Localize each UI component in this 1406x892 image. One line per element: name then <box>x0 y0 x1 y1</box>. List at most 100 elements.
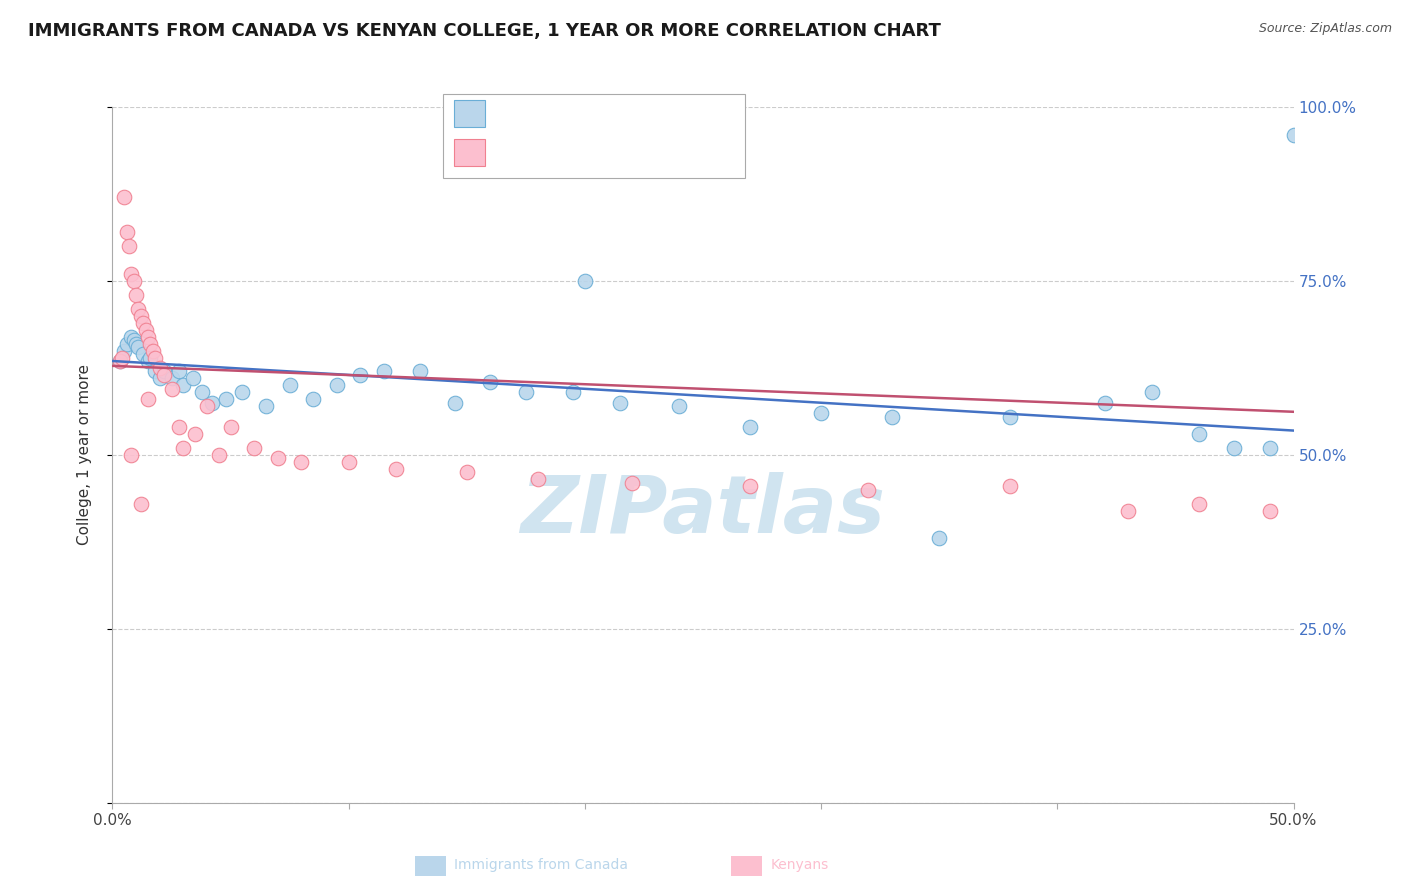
Point <box>195 399 218 413</box>
Point <box>115 225 138 239</box>
Point <box>408 364 430 378</box>
Point <box>998 409 1021 424</box>
Point <box>998 479 1021 493</box>
Point <box>143 364 166 378</box>
Point <box>122 274 145 288</box>
Point <box>172 441 194 455</box>
Point <box>243 441 266 455</box>
Point <box>574 274 596 288</box>
Point <box>127 340 149 354</box>
Point <box>1223 441 1246 455</box>
Point <box>125 288 148 302</box>
Point <box>444 396 467 410</box>
Point <box>337 455 360 469</box>
Point <box>153 364 176 378</box>
Point <box>219 420 242 434</box>
Point <box>515 385 537 400</box>
Text: N = 42: N = 42 <box>613 145 671 160</box>
Point <box>267 451 290 466</box>
Point <box>112 190 135 204</box>
Point <box>1258 441 1281 455</box>
Point <box>278 378 301 392</box>
Text: Kenyans: Kenyans <box>770 858 828 872</box>
Point <box>135 323 157 337</box>
Point <box>1094 396 1116 410</box>
Point <box>122 333 145 347</box>
Point <box>254 399 277 413</box>
Point <box>160 371 183 385</box>
Point <box>111 351 134 365</box>
Point <box>136 392 159 407</box>
Y-axis label: College, 1 year or more: College, 1 year or more <box>77 365 91 545</box>
Point <box>385 462 408 476</box>
Point <box>129 497 152 511</box>
Point <box>456 466 478 480</box>
Point <box>479 375 502 389</box>
Text: ZIPatlas: ZIPatlas <box>520 472 886 549</box>
Point <box>621 475 644 490</box>
Point <box>1188 497 1211 511</box>
Point <box>181 371 204 385</box>
Point <box>127 301 149 316</box>
Point <box>167 420 190 434</box>
Point <box>142 343 165 358</box>
Text: Immigrants from Canada: Immigrants from Canada <box>454 858 628 872</box>
Text: N = 46: N = 46 <box>613 106 671 120</box>
Point <box>562 385 585 400</box>
Point <box>136 354 159 368</box>
Point <box>120 329 142 343</box>
Point <box>125 336 148 351</box>
Point <box>373 364 395 378</box>
Point <box>132 347 155 361</box>
Point <box>120 267 142 281</box>
Point <box>184 427 207 442</box>
Point <box>160 382 183 396</box>
Point <box>880 409 903 424</box>
Point <box>129 309 152 323</box>
Point <box>143 351 166 365</box>
Point <box>118 239 141 253</box>
Point <box>149 371 172 385</box>
Text: R =: R = <box>496 145 530 160</box>
Point <box>1258 503 1281 517</box>
Text: IMMIGRANTS FROM CANADA VS KENYAN COLLEGE, 1 YEAR OR MORE CORRELATION CHART: IMMIGRANTS FROM CANADA VS KENYAN COLLEGE… <box>28 22 941 40</box>
Point <box>1140 385 1163 400</box>
Point <box>149 360 172 375</box>
Point <box>1188 427 1211 442</box>
Text: Source: ZipAtlas.com: Source: ZipAtlas.com <box>1258 22 1392 36</box>
Point <box>191 385 214 400</box>
Point <box>231 385 253 400</box>
Point <box>740 479 762 493</box>
Point <box>108 354 131 368</box>
Point <box>136 329 159 343</box>
Point <box>208 448 231 462</box>
Point <box>609 396 631 410</box>
Point <box>326 378 349 392</box>
Point <box>858 483 880 497</box>
Point <box>526 472 548 486</box>
Point <box>290 455 312 469</box>
Point <box>740 420 762 434</box>
Point <box>153 368 176 382</box>
Point <box>139 336 162 351</box>
Text: -0.116: -0.116 <box>541 106 596 120</box>
Point <box>115 336 138 351</box>
Point <box>1116 503 1139 517</box>
Point <box>215 392 238 407</box>
Point <box>108 354 131 368</box>
Text: -0.060: -0.060 <box>538 145 593 160</box>
Point <box>139 351 162 365</box>
Point <box>172 378 194 392</box>
Point <box>810 406 832 420</box>
Text: R =: R = <box>496 106 534 120</box>
Point <box>132 316 155 330</box>
Point <box>668 399 690 413</box>
Point <box>167 364 190 378</box>
Point <box>302 392 325 407</box>
Point <box>120 448 142 462</box>
Point <box>349 368 371 382</box>
Point <box>928 532 950 546</box>
Point <box>201 396 224 410</box>
Point <box>1282 128 1305 142</box>
Point <box>112 343 135 358</box>
